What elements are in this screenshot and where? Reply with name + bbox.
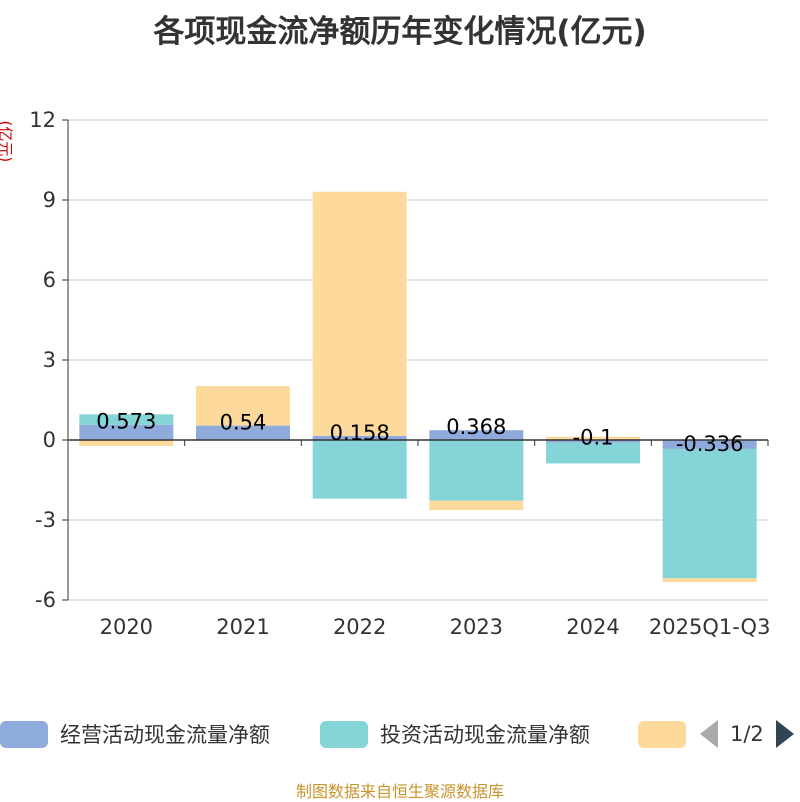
y-tick-label: 0 — [43, 428, 56, 452]
chart-title: 各项现金流净额历年变化情况(亿元) — [153, 14, 647, 50]
bar-series1-5 — [662, 448, 757, 579]
legend-item-operating[interactable]: 经营活动现金流量净额 — [0, 716, 270, 752]
bar-series2-2 — [312, 191, 407, 436]
bar-series2-3 — [429, 500, 524, 511]
legend-label-investing: 投资活动现金流量净额 — [380, 723, 590, 747]
bar-series0-5 — [662, 440, 757, 449]
data-label: -0.336 — [676, 432, 744, 456]
data-label: -0.1 — [573, 426, 614, 450]
bar-series2-4 — [546, 436, 640, 440]
bar-series2-5 — [662, 578, 757, 583]
legend-swatch-third-series — [638, 720, 686, 748]
bar-series0-3 — [429, 430, 524, 440]
x-tick-label: 2022 — [333, 615, 386, 639]
y-tick-label: 9 — [43, 188, 56, 212]
bar-series0-0 — [79, 424, 174, 440]
gridlines — [68, 119, 768, 601]
x-tick-label: 2020 — [100, 615, 153, 639]
data-label: 0.158 — [330, 421, 390, 445]
data-label: 0.573 — [96, 410, 156, 434]
legend-prev-page-icon[interactable] — [700, 720, 718, 748]
bar-series1-2 — [312, 440, 407, 499]
bar-series1-4 — [546, 442, 640, 464]
data-label: 0.54 — [220, 411, 267, 435]
x-tick-label: 2023 — [450, 615, 503, 639]
x-tick-label: 2025Q1-Q3 — [649, 615, 771, 639]
data-labels: 0.573 0.54 0.158 0.368 -0.1 -0.336 — [96, 410, 743, 456]
axes: -6 -3 0 3 6 9 12 2020 2021 2022 2023 2024 2025Q1-Q3 — [29, 108, 770, 639]
legend-swatch-investing — [320, 720, 368, 748]
y-tick-label: 6 — [43, 268, 56, 292]
legend-item-third-series[interactable] — [638, 716, 698, 752]
bar-series0-2 — [312, 435, 407, 440]
legend-label-operating: 经营活动现金流量净额 — [60, 723, 270, 747]
legend: 经营活动现金流量净额 投资活动现金流量净额 1/2 — [0, 716, 800, 752]
data-source-note: 制图数据来自恒生聚源数据库 — [295, 782, 504, 801]
legend-page-indicator: 1/2 — [730, 722, 764, 746]
bar-series1-3 — [429, 440, 524, 501]
legend-swatch-operating — [0, 720, 48, 748]
legend-pager: 1/2 — [700, 716, 794, 752]
bar-series0-4 — [546, 440, 640, 443]
data-label: 0.368 — [446, 415, 506, 439]
x-tick-label: 2021 — [216, 615, 269, 639]
y-tick-label: -6 — [35, 588, 56, 612]
y-tick-label: 3 — [43, 348, 56, 372]
legend-item-investing[interactable]: 投资活动现金流量净额 — [320, 716, 590, 752]
bar-series1-0 — [79, 414, 174, 425]
bars — [79, 191, 757, 583]
x-tick-label: 2024 — [566, 615, 619, 639]
bar-series2-0 — [79, 440, 174, 446]
legend-next-page-icon[interactable] — [775, 720, 794, 748]
y-tick-label: 12 — [29, 108, 56, 132]
y-tick-label: -3 — [35, 508, 56, 532]
bar-series0-1 — [196, 425, 290, 440]
bar-series2-1 — [196, 386, 290, 426]
